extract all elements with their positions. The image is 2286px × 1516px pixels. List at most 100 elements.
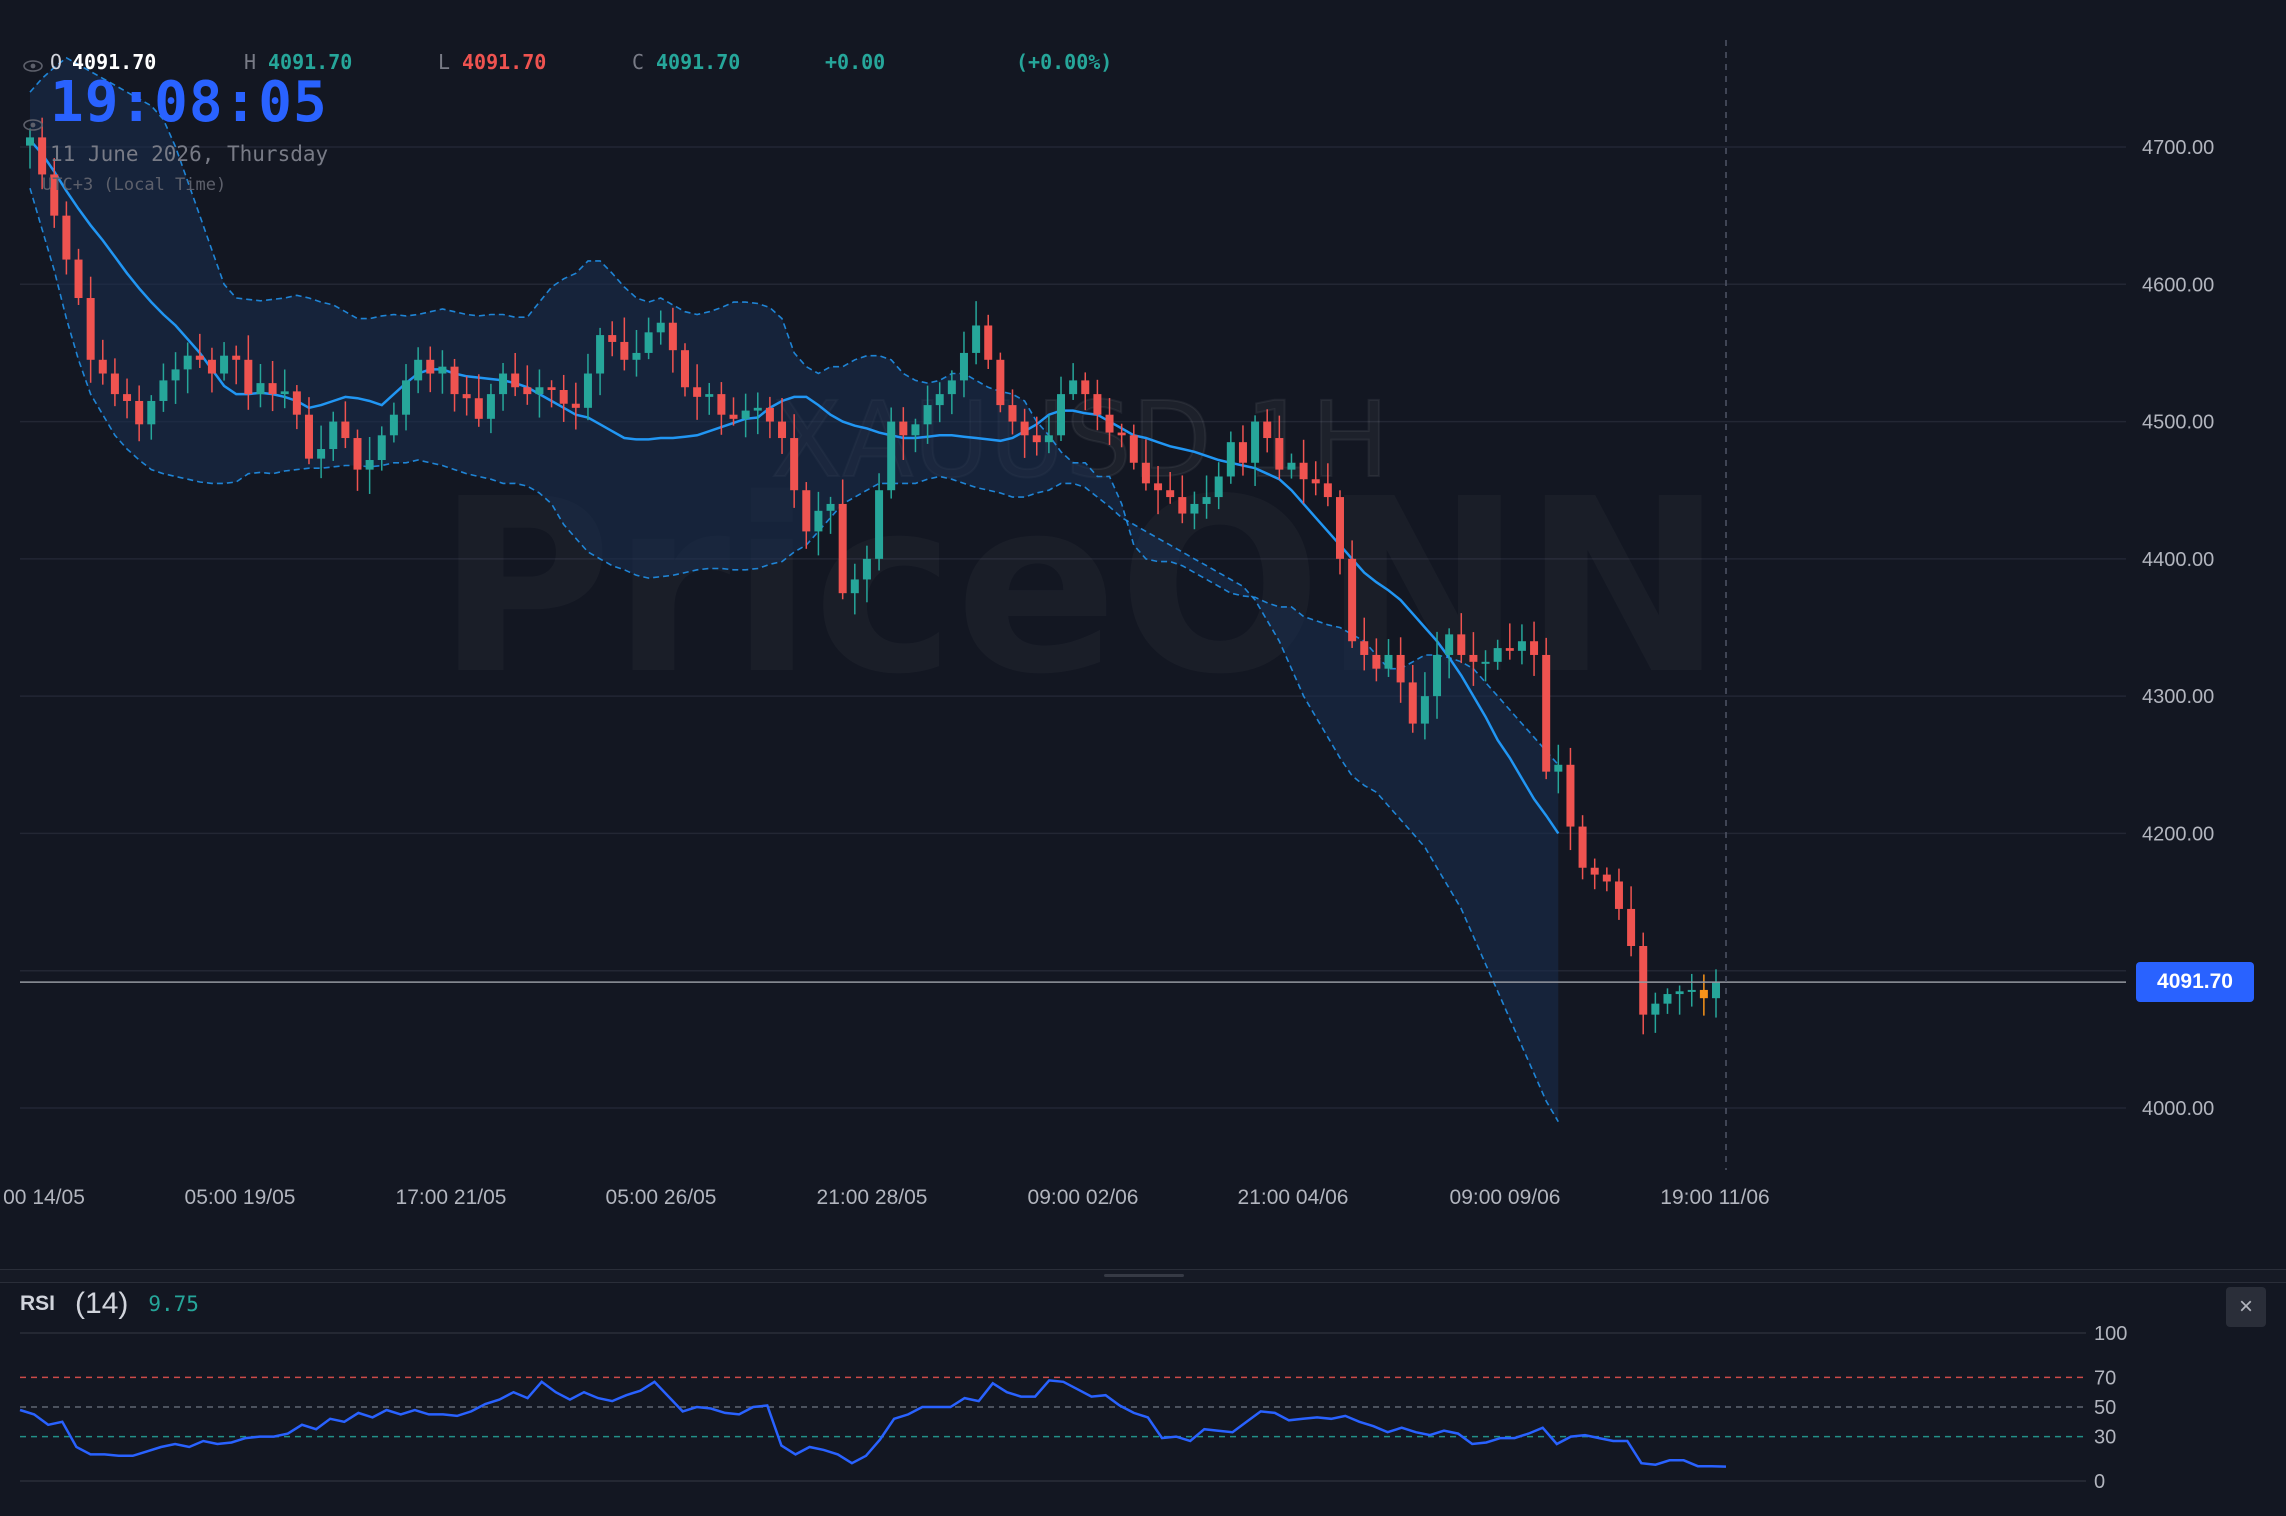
- candle-body: [450, 366, 459, 395]
- close-label: C: [632, 50, 645, 74]
- time-tick-label: 21:00 04/06: [1238, 1186, 1349, 1209]
- divider-grip-handle[interactable]: [1104, 1274, 1184, 1277]
- candle-body: [110, 373, 119, 395]
- candle-body: [1578, 826, 1587, 868]
- high-value: 4091.70: [268, 50, 353, 74]
- candle-body: [1505, 648, 1514, 651]
- candle-body: [814, 510, 823, 532]
- candle-body: [1542, 654, 1551, 772]
- candle-body: [959, 352, 968, 381]
- candle-body: [838, 503, 847, 594]
- candle-body: [608, 335, 617, 342]
- current-price-tag: 4091.70: [2136, 962, 2254, 1002]
- candlestick-series: [26, 117, 1720, 1035]
- candle-body: [972, 325, 981, 353]
- candle-body: [1069, 380, 1078, 395]
- close-value: 4091.70: [656, 50, 741, 74]
- rsi-value: 9.75: [148, 1292, 199, 1316]
- candle-body: [353, 438, 362, 470]
- candle-body: [341, 421, 350, 439]
- eye-icon[interactable]: [22, 118, 44, 132]
- candle-body: [1020, 421, 1029, 436]
- rsi-line: [19, 1379, 1727, 1468]
- candle-body: [438, 366, 447, 374]
- price-tick-label: 4500.00: [2142, 412, 2214, 434]
- candle-body: [765, 407, 774, 422]
- candle-body: [292, 391, 301, 415]
- time-tick-label: 00 14/05: [3, 1186, 85, 1209]
- rsi-name: RSI: [20, 1292, 56, 1315]
- candle-body: [123, 394, 132, 401]
- candle-body: [1093, 394, 1102, 415]
- time-tick-label: 09:00 02/06: [1028, 1186, 1139, 1209]
- candle-body: [571, 403, 580, 408]
- rsi-chart[interactable]: 100 70 50 30 0: [0, 1283, 2286, 1516]
- rsi-tick-label: 100: [2094, 1323, 2127, 1345]
- candle-body: [899, 421, 908, 436]
- candle-body: [1360, 641, 1369, 655]
- price-chart[interactable]: XAUUSD 1H PriceONN BB 4700.004600.004500…: [0, 0, 2286, 1268]
- candle-body: [1420, 696, 1429, 724]
- candle-body: [1154, 483, 1163, 491]
- bb-indicator-tag: BB: [1726, 0, 1749, 4]
- candle-body: [135, 400, 144, 425]
- candle-body: [1712, 981, 1720, 999]
- rsi-tick-label: 0: [2094, 1471, 2105, 1493]
- candle-body: [1372, 654, 1381, 669]
- candle-body: [232, 355, 241, 360]
- rsi-background: [0, 1283, 2286, 1516]
- clock-date: 11 June 2026, Thursday: [50, 142, 329, 166]
- rsi-levels: [20, 1332, 2086, 1482]
- candle-body: [1323, 483, 1332, 498]
- candle-body: [86, 298, 95, 360]
- candle-body: [1226, 442, 1235, 477]
- time-tick-label: 19:00 11/06: [1660, 1186, 1769, 1209]
- close-icon: ×: [2238, 1293, 2253, 1320]
- candle-body: [38, 137, 47, 175]
- candle-body: [947, 380, 956, 395]
- pane-divider[interactable]: [0, 1269, 2286, 1283]
- candle-body: [1651, 1003, 1660, 1015]
- candle-body: [1044, 435, 1053, 443]
- candle-body: [778, 421, 787, 439]
- candle-body: [1687, 989, 1696, 992]
- candle-body: [1469, 654, 1478, 662]
- candle-body: [923, 405, 932, 425]
- candle-body: [1263, 421, 1272, 439]
- candle-body: [1699, 989, 1708, 999]
- candle-body: [1590, 867, 1599, 875]
- high-label: H: [244, 50, 257, 74]
- candle-body: [329, 421, 338, 450]
- candle-body: [207, 359, 216, 374]
- candle-body: [317, 449, 326, 459]
- eye-icon[interactable]: [22, 59, 44, 73]
- close-rsi-button[interactable]: ×: [2226, 1287, 2266, 1327]
- price-tick-label: 4000.00: [2142, 1098, 2214, 1120]
- candle-body: [304, 414, 313, 459]
- low-value: 4091.70: [462, 50, 547, 74]
- price-axis[interactable]: 4700.00 4600.00 4500.00 4400.00 4300.00 4200.…: [2142, 137, 2214, 1120]
- candle-body: [802, 490, 811, 532]
- time-tick-label: 17:00 21/05: [396, 1186, 507, 1209]
- candle-body: [474, 398, 483, 419]
- time-tick-label: 21:00 28/05: [817, 1186, 928, 1209]
- candle-body: [668, 322, 677, 351]
- candle-body: [1008, 405, 1017, 422]
- candle-body: [826, 503, 835, 511]
- candle-body: [705, 394, 714, 397]
- candle-body: [1457, 634, 1466, 655]
- candle-body: [1481, 661, 1490, 664]
- candle-body: [911, 424, 920, 436]
- candle-body: [1238, 442, 1247, 463]
- time-axis[interactable]: 00 14/05 05:00 19/05 17:00 21/05 05:00 26/0…: [3, 1186, 1770, 1209]
- rsi-tick-label: 30: [2094, 1427, 2116, 1449]
- candle-body: [26, 137, 34, 146]
- candle-body: [984, 325, 993, 360]
- candle-body: [1517, 641, 1526, 651]
- candle-body: [790, 438, 799, 491]
- candle-body: [1081, 380, 1090, 395]
- candle-body: [850, 579, 859, 594]
- open-label: O: [50, 50, 63, 74]
- candle-body: [195, 355, 204, 360]
- rsi-legend: RSI (14) 9.75: [20, 1286, 199, 1322]
